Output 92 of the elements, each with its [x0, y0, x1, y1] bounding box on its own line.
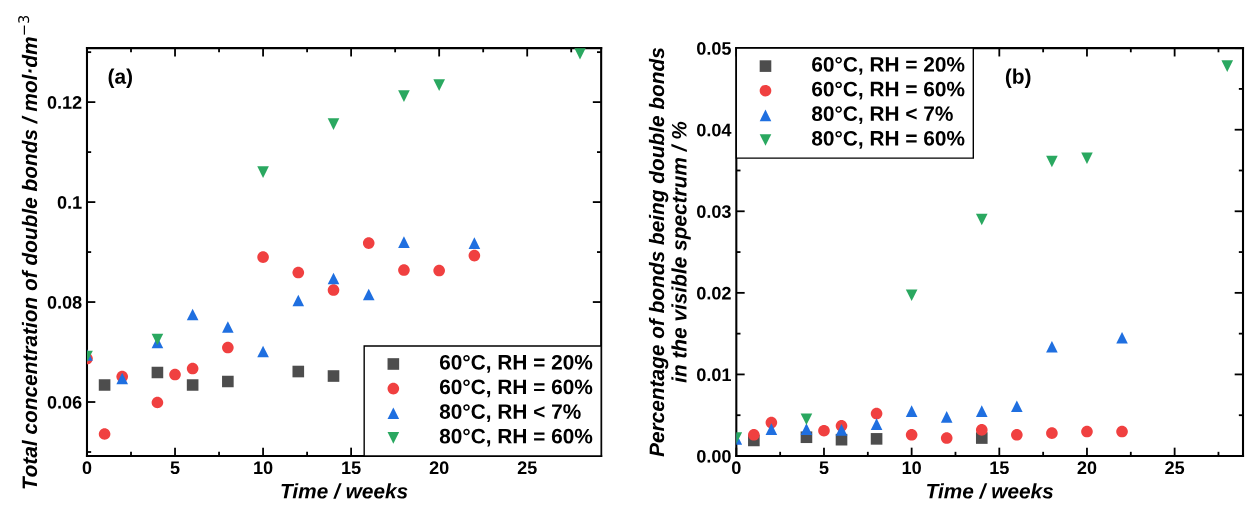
point — [327, 284, 340, 296]
x-tick-label: 5 — [170, 461, 180, 475]
point — [222, 375, 234, 388]
point — [327, 370, 340, 382]
point — [870, 407, 883, 420]
point — [1046, 340, 1058, 353]
y-axis-title: Percentage of bonds being double bonds in the visible spectrum / % — [648, 47, 691, 457]
x-tick-label: 15 — [990, 461, 1009, 475]
point — [98, 428, 111, 440]
point — [1116, 425, 1128, 438]
point — [1116, 331, 1128, 344]
legend-label: 60°C, RH = 20% — [439, 354, 593, 373]
y-tick-label: 0.04 — [697, 123, 732, 137]
x-tick-label: 5 — [819, 461, 829, 475]
y-tick-label: 0.02 — [697, 286, 731, 300]
point — [468, 249, 481, 262]
point — [1011, 428, 1023, 441]
legend-label: 60°C, RH = 60% — [812, 81, 965, 100]
point — [186, 379, 199, 391]
point — [905, 428, 918, 441]
point — [292, 266, 305, 279]
y-tick-label: 0.08 — [47, 295, 82, 309]
annotation: (b) — [1005, 68, 1031, 88]
y-tick-label: 0.12 — [47, 96, 82, 109]
point — [186, 308, 199, 321]
point — [800, 423, 813, 435]
annotation: (a) — [108, 68, 132, 88]
legend-label: 80°C, RH = 60% — [811, 130, 965, 149]
point — [327, 272, 340, 285]
point — [975, 424, 988, 436]
y-tick-label: 0.03 — [697, 205, 731, 219]
x-tick-label: 15 — [342, 461, 361, 475]
point — [169, 368, 181, 381]
point — [835, 424, 848, 436]
point — [905, 405, 918, 417]
y-axis-title: Total concentration of double bonds / mol·dm$^{−3}$ — [18, 15, 38, 489]
x-tick-label: 0 — [732, 461, 741, 475]
x-tick-label: 10 — [902, 461, 921, 475]
y-tick-label: 0.06 — [47, 395, 82, 409]
x-tick-label: 25 — [1165, 461, 1185, 475]
point — [748, 428, 760, 441]
legend-label: 60°C, RH = 20% — [812, 57, 965, 75]
y-tick-label: 0.01 — [697, 368, 731, 382]
point — [98, 379, 111, 391]
x-axis-title: Time / weeks — [927, 483, 1054, 499]
y-tick-label: 0.05 — [697, 42, 731, 55]
legend-label: 80°C, RH < 7% — [811, 106, 953, 125]
point — [151, 366, 164, 379]
point — [186, 362, 199, 375]
legend-label: 80°C, RH < 7% — [439, 404, 581, 422]
point — [905, 289, 918, 302]
point — [292, 365, 305, 378]
point — [222, 321, 234, 333]
point — [468, 237, 481, 249]
legend-label: 60°C, RH = 60% — [439, 379, 593, 398]
point — [362, 288, 375, 301]
point — [398, 264, 410, 276]
point — [257, 166, 269, 178]
point — [1046, 427, 1058, 439]
x-tick-label: 25 — [517, 461, 537, 475]
point — [870, 433, 883, 445]
point — [1081, 152, 1093, 165]
x-tick-label: 20 — [1077, 461, 1097, 475]
point — [398, 236, 410, 248]
x-tick-label: 10 — [254, 461, 273, 475]
point — [433, 264, 445, 277]
point — [1011, 400, 1023, 413]
y-tick-label: 0.00 — [697, 449, 731, 463]
point — [398, 90, 410, 102]
point — [1046, 155, 1058, 168]
point — [818, 424, 830, 437]
point — [800, 413, 813, 426]
point — [975, 405, 988, 417]
point — [222, 341, 234, 354]
point — [292, 294, 305, 307]
point — [870, 418, 883, 430]
point — [1081, 425, 1093, 438]
point — [433, 79, 445, 91]
x-axis-title: Time / weeks — [281, 483, 408, 499]
point — [327, 118, 340, 130]
point — [940, 411, 953, 423]
x-tick-label: 20 — [429, 461, 449, 475]
point — [1221, 60, 1234, 72]
x-tick-label: 0 — [82, 461, 92, 475]
point — [940, 432, 953, 444]
legend-label: 80°C, RH = 60% — [439, 428, 593, 447]
point — [151, 396, 164, 409]
point — [975, 213, 988, 226]
y-tick-label: 0.1 — [57, 196, 82, 209]
point — [257, 251, 269, 263]
point — [765, 423, 778, 435]
point — [362, 237, 375, 249]
